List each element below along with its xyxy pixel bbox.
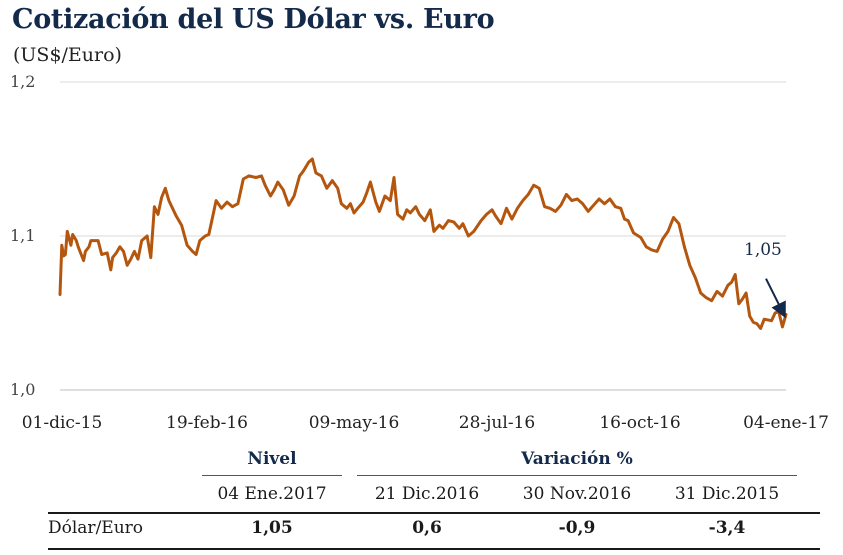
annotation-latest: 1,05 [744, 240, 786, 319]
y-axis-ticks: 1,2 1,1 1,0 [10, 72, 35, 399]
table-group-nivel: Nivel [247, 449, 297, 469]
table-cell: 1,05 [251, 518, 293, 538]
line-chart: 1,2 1,1 1,0 01-dic-15 19-feb-16 09-may-16 28-… [10, 72, 829, 433]
table-row-label: Dólar/Euro [48, 518, 144, 538]
x-tick-label: 28-jul-16 [459, 413, 535, 433]
x-tick-label: 04-ene-17 [743, 413, 829, 433]
chart-subtitle: (US$/Euro) [13, 44, 122, 66]
table-rule-bottom [48, 548, 820, 550]
table-cell: -3,4 [708, 518, 746, 538]
y-tick-label: 1,0 [10, 380, 35, 399]
annotation-label: 1,05 [744, 240, 782, 260]
series-line-usd-eur [58, 157, 788, 330]
x-tick-label: 19-feb-16 [166, 413, 248, 433]
table-col-header: 04 Ene.2017 [217, 484, 327, 504]
table-col-header: 30 Nov.2016 [522, 484, 632, 504]
table-col-header: 21 Dic.2016 [374, 484, 480, 504]
y-tick-label: 1,2 [10, 72, 35, 91]
table-rule-header [48, 512, 820, 514]
x-tick-label: 09-may-16 [309, 413, 400, 433]
x-tick-label: 16-oct-16 [599, 413, 680, 433]
chart-title: Cotización del US Dólar vs. Euro [12, 4, 495, 35]
grid-lines [60, 81, 786, 391]
table-cell: 0,6 [412, 518, 442, 538]
table-rule-nivel [202, 475, 342, 476]
table-rule-variacion [357, 475, 797, 476]
table-col-header: 31 Dic.2015 [674, 484, 780, 504]
y-tick-label: 1,1 [10, 226, 35, 245]
x-tick-label: 01-dic-15 [22, 413, 103, 433]
table-group-variacion: Variación % [521, 449, 633, 469]
table-cell: -0,9 [558, 518, 596, 538]
x-axis-ticks: 01-dic-15 19-feb-16 09-may-16 28-jul-16 16-o… [22, 413, 829, 433]
annotation-arrow [765, 278, 786, 319]
